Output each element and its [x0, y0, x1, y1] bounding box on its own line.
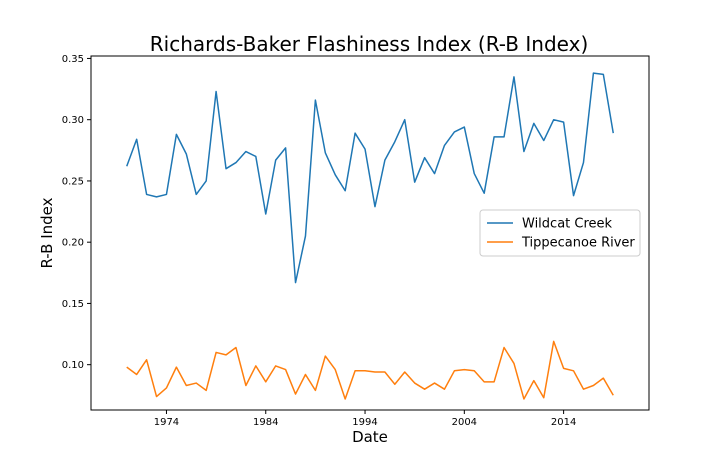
x-tick-label: 2014 [551, 417, 576, 428]
x-axis-title: Date [352, 428, 388, 446]
x-tick-label: 1974 [154, 417, 179, 428]
y-axis-title: R-B Index [38, 197, 56, 268]
y-tick-label: 0.20 [62, 238, 84, 249]
plot-area [90, 55, 650, 411]
series-line-1 [126, 340, 614, 400]
y-tick-label: 0.30 [62, 115, 84, 126]
y-tick-label: 0.10 [62, 360, 84, 371]
legend-label: Wildcat Creek [522, 217, 613, 232]
y-tick-label: 0.25 [62, 176, 84, 187]
series-layer [126, 72, 614, 400]
x-tick-label: 1994 [352, 417, 377, 428]
x-tick-label: 1984 [253, 417, 278, 428]
y-tick-label: 0.35 [62, 54, 84, 65]
legend-label: Tippecanoe River [521, 236, 635, 251]
series-line-0 [126, 72, 614, 284]
plot-frame [90, 55, 650, 411]
legend-box [479, 209, 641, 257]
y-axis: 0.10 0.15 0.20 0.25 0.30 0.35 [62, 54, 91, 371]
chart-title: Richards-Baker Flashiness Index (R-B Ind… [150, 32, 589, 56]
legend: Wildcat Creek Tippecanoe River [479, 209, 641, 257]
x-tick-label: 2004 [452, 417, 477, 428]
x-axis: 1974 1984 1994 2004 2014 [154, 410, 576, 428]
y-tick-label: 0.15 [62, 299, 84, 310]
